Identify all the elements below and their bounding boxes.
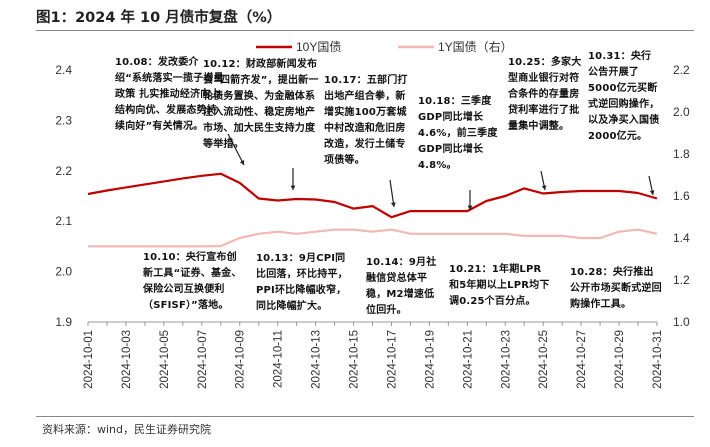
x-tick-label: 2024-10-27 (576, 330, 588, 389)
legend-10y-label: 10Y国债 (296, 40, 341, 54)
annotation-arrow-shaft (227, 133, 245, 166)
annotation-arrow-head (390, 202, 396, 207)
x-tick-label: 2024-10-11 (273, 330, 285, 388)
annotation-1013: 10.13：9月CPI同比回落，环比持平，PPI环比降幅收窄，同比降幅扩大。 (256, 253, 348, 312)
x-tick-label: 2024-10-25 (538, 330, 550, 389)
x-tick-label: 2024-10-07 (197, 330, 209, 389)
right-y-tick-label: 1.6 (673, 189, 690, 203)
annotation-1008: 10.08：发改委介绍“系统落实一揽子增量政策 扎实推动经济向上结构向优、发展态… (115, 57, 224, 132)
annotation-1021: 10.21：1年期LPR和5年期以上LPR均下调0.25个百分点。 (449, 264, 550, 307)
left-y-tick-label: 2.0 (55, 265, 72, 279)
annotation-1018: 10.18：三季度GDP同比增长4.6%，前三季度GDP同比增长4.8%。 (418, 96, 498, 171)
annotation-arrow-head (649, 190, 655, 195)
right-y-tick-label: 2.2 (673, 63, 690, 77)
bottom-rule (36, 416, 694, 417)
annotation-1028: 10.28：央行推出公开市场买断式逆回购操作工具。 (570, 267, 662, 310)
top-rule (36, 30, 694, 31)
x-tick-label: 2024-10-29 (614, 330, 626, 389)
right-y-tick-label: 1.4 (673, 231, 690, 245)
x-tick-label: 2024-10-31 (652, 330, 664, 389)
series-10y-line (87, 172, 658, 219)
annotation-arrow-shaft (389, 179, 395, 208)
left-y-tick-label: 1.9 (55, 315, 72, 329)
x-tick-label: 2024-10-03 (121, 330, 133, 389)
left-y-tick-label: 2.4 (55, 63, 72, 77)
source-note: 资料来源：wind，民生证券研究院 (42, 423, 212, 436)
x-tick-label: 2024-10-21 (462, 330, 474, 389)
x-tick-label: 2024-10-15 (349, 330, 361, 389)
x-tick-label: 2024-10-01 (83, 330, 95, 389)
x-tick-label: 2024-10-19 (424, 330, 436, 389)
annotation-arrow-head (541, 185, 547, 190)
annotation-arrow-head (239, 160, 245, 165)
annotation-1017: 10.17：五部门打出地产组合拳，新增实施100万套城中村改造和危旧房改造，发行… (324, 75, 408, 166)
annotation-arrow-head (290, 185, 296, 190)
annotation-1025: 10.25：多家大型商业银行对符合条件的存量房贷利率进行了批量集中调整。 (508, 57, 582, 132)
left-y-tick-label: 2.3 (55, 113, 72, 127)
annotation-1031: 10.31：央行公告开展了5000亿元买断式逆回购操作，以及净买入国债2000亿… (588, 51, 660, 142)
right-y-tick-label: 1.0 (673, 315, 690, 329)
x-tick-label: 2024-10-17 (386, 330, 398, 389)
x-tick-label: 2024-10-09 (235, 330, 247, 389)
annotation-1014: 10.14：9月社融信贷总体平稳，M2增速低位回升。 (366, 257, 437, 316)
left-y-tick-label: 2.1 (55, 214, 72, 228)
series-1y-line (88, 228, 658, 248)
x-tick-label: 2024-10-13 (311, 330, 323, 389)
annotation-1010: 10.10：央行宣布创新工具“证券、基金、保险公司互换便利（SFISF）”落地。 (143, 252, 242, 311)
right-y-tick-label: 1.2 (673, 273, 690, 287)
right-y-tick-label: 1.8 (673, 147, 690, 161)
left-y-tick-label: 2.2 (55, 164, 72, 178)
legend-1y-label: 1Y国债（右） (438, 39, 513, 54)
annotation-arrow-head (467, 205, 473, 210)
x-tick-label: 2024-10-23 (500, 330, 512, 389)
right-y-tick-label: 2.0 (673, 105, 690, 119)
x-tick-label: 2024-10-05 (159, 330, 171, 389)
figure-title: 图1：2024 年 10 月债市复盘（%） (36, 10, 282, 26)
annotation-1012: 10.12：财政部新闻发布会“四箭齐发”，提出新一轮债务置换、为金融体系注入流动… (203, 59, 319, 150)
